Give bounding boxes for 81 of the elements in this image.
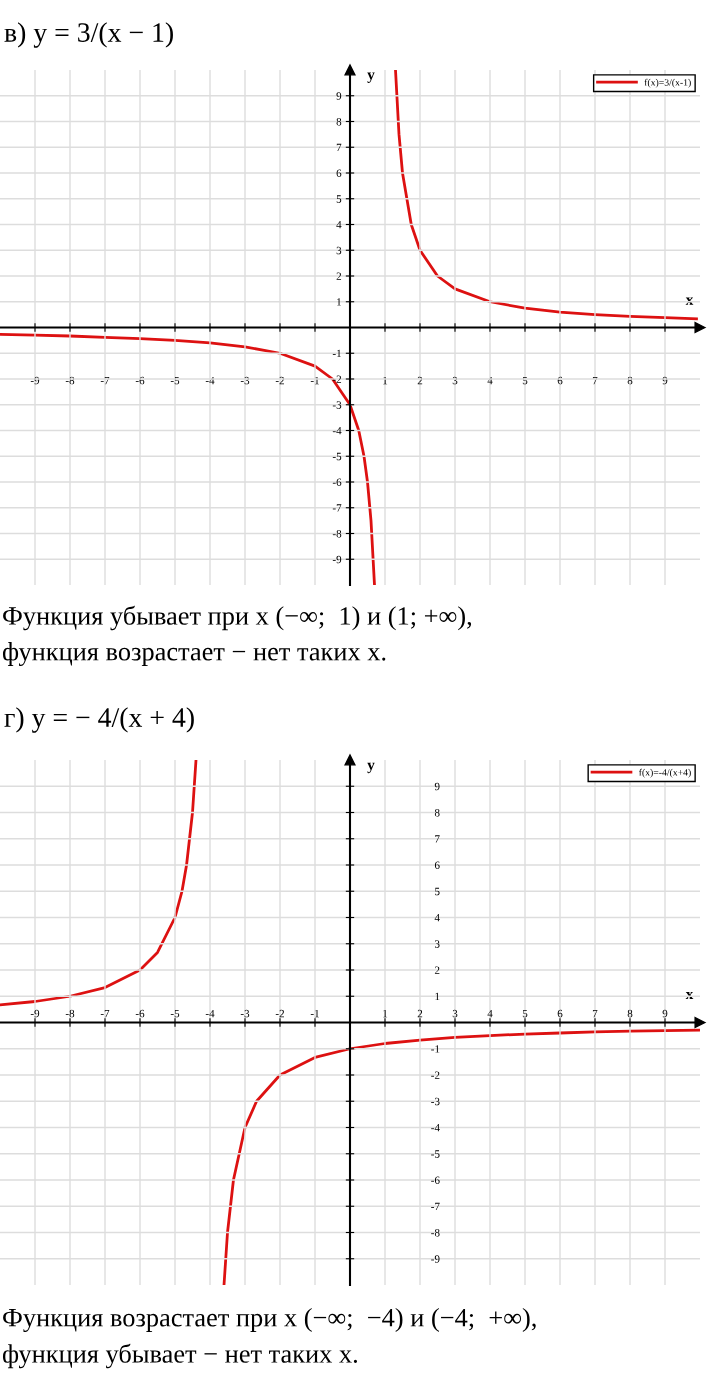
- y-tick-label: 3: [336, 246, 342, 255]
- x-tick-label: -5: [170, 376, 180, 385]
- x-tick-label: 7: [592, 1009, 598, 1018]
- y-tick-label: 7: [435, 835, 440, 843]
- y-tick-label: 1: [337, 298, 341, 306]
- y-tick-label: 6: [434, 861, 440, 869]
- y-axis-title: y: [367, 72, 375, 83]
- x-tick-label: -4: [205, 1009, 215, 1018]
- x-tick-label: -1: [310, 1009, 319, 1018]
- y-tick-label: -9: [431, 1255, 440, 1263]
- y-tick-label: 7: [336, 143, 342, 152]
- y-tick-label: 2: [434, 966, 440, 974]
- x-tick-label: 9: [662, 1009, 668, 1018]
- x-tick-label: 2: [417, 376, 423, 385]
- y-axis-title: y: [367, 762, 375, 774]
- x-tick-label: -6: [135, 376, 145, 385]
- y-tick-label: 4: [336, 221, 342, 229]
- text: функция возрастает − нет таких x.: [2, 642, 386, 666]
- y-tick-label: -1: [431, 1045, 440, 1053]
- y-tick-label: -5: [332, 452, 342, 461]
- y-tick-label: 2: [336, 272, 342, 280]
- x-tick-label: 5: [522, 376, 528, 385]
- y-tick-label: 9: [336, 92, 342, 100]
- x-tick-label: 3: [452, 376, 458, 385]
- x-tick-label: -8: [65, 1009, 75, 1018]
- x-tick-label: -4: [205, 376, 215, 385]
- y-tick-label: -9: [332, 555, 342, 564]
- x-tick-label: -3: [240, 376, 250, 385]
- text: Функция возрастает при x (−∞; −4) и (−4; +∞),: [3, 1308, 536, 1332]
- y-tick-label: -7: [431, 1202, 440, 1211]
- x-tick-label: -6: [135, 1009, 145, 1018]
- y-tick-label: 8: [336, 117, 342, 126]
- y-tick-label: -8: [431, 1228, 440, 1237]
- chart-title: в) y = 3/(x − 1): [4, 22, 173, 48]
- x-tick-label: -3: [240, 1009, 250, 1018]
- y-tick-label: -5: [431, 1150, 440, 1158]
- y-tick-label: -4: [332, 427, 342, 435]
- y-tick-label: -8: [332, 529, 342, 538]
- y-tick-label: 3: [434, 940, 440, 948]
- x-tick-label: 6: [557, 1009, 563, 1018]
- y-tick-label: -6: [431, 1176, 440, 1184]
- y-tick-label: -2: [431, 1071, 440, 1079]
- y-tick-label: -6: [332, 478, 342, 486]
- x-tick-label: -9: [30, 1009, 40, 1018]
- x-tick-label: 8: [627, 376, 633, 385]
- x-tick-label: 8: [627, 1009, 633, 1018]
- y-tick-label: -7: [332, 504, 342, 512]
- x-tick-label: -2: [275, 376, 285, 385]
- legend-label: f(x)=3/(x-1): [644, 78, 691, 88]
- x-tick-label: 7: [592, 376, 598, 385]
- x-tick-label: 5: [522, 1009, 528, 1018]
- y-tick-label: -3: [332, 401, 342, 409]
- x-tick-label: -9: [30, 376, 40, 385]
- y-tick-label: -4: [431, 1124, 440, 1132]
- y-tick-label: 1: [435, 992, 440, 1001]
- x-tick-label: -5: [170, 1009, 180, 1018]
- y-tick-label: 6: [336, 169, 342, 177]
- y-tick-label: 4: [434, 914, 440, 922]
- x-tick-label: 4: [487, 1009, 493, 1018]
- x-tick-label: -1: [310, 376, 319, 385]
- y-tick-label: 9: [434, 782, 440, 791]
- y-tick-label: 5: [336, 195, 342, 203]
- x-tick-label: -2: [275, 1009, 285, 1018]
- x-tick-label: -7: [100, 1009, 110, 1018]
- y-tick-label: -1: [332, 349, 341, 358]
- x-tick-label: -8: [65, 376, 75, 385]
- x-tick-label: 9: [662, 376, 668, 385]
- x-tick-label: -7: [100, 376, 110, 385]
- x-tick-label: 4: [487, 376, 493, 385]
- legend-label: f(x)=-4/(x+4): [639, 768, 691, 778]
- y-tick-label: 8: [434, 808, 440, 817]
- text: Функция убывает при x (−∞; 1) и (1; +∞),: [3, 605, 472, 631]
- x-tick-label: 3: [452, 1009, 458, 1018]
- x-tick-label: 1: [383, 376, 388, 385]
- chart-title: г) y = − 4/(x + 4): [4, 707, 194, 733]
- y-tick-label: 5: [435, 887, 440, 896]
- x-tick-label: 1: [383, 1009, 388, 1018]
- y-tick-label: -3: [431, 1097, 440, 1106]
- text: функция убывает − нет таких x.: [2, 1343, 357, 1369]
- x-tick-label: 2: [417, 1009, 423, 1018]
- x-tick-label: 6: [557, 376, 563, 385]
